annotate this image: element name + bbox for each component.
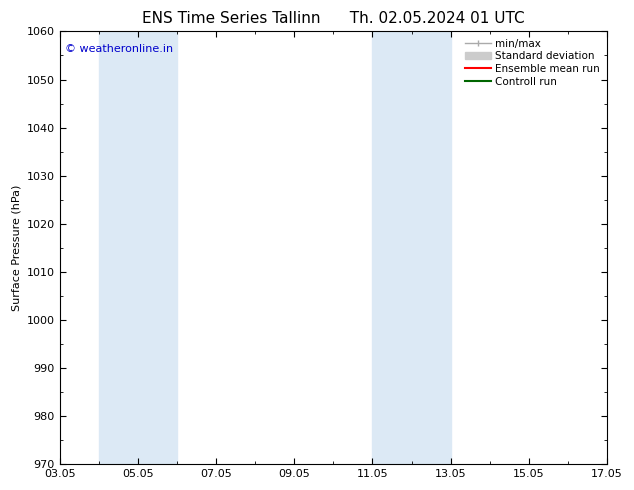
Bar	[372, 31, 451, 464]
Y-axis label: Surface Pressure (hPa): Surface Pressure (hPa)	[11, 185, 21, 311]
Title: ENS Time Series Tallinn      Th. 02.05.2024 01 UTC: ENS Time Series Tallinn Th. 02.05.2024 0…	[142, 11, 525, 26]
Text: © weatheronline.in: © weatheronline.in	[65, 45, 173, 54]
Legend: min/max, Standard deviation, Ensemble mean run, Controll run: min/max, Standard deviation, Ensemble me…	[463, 37, 602, 89]
Bar	[99, 31, 177, 464]
